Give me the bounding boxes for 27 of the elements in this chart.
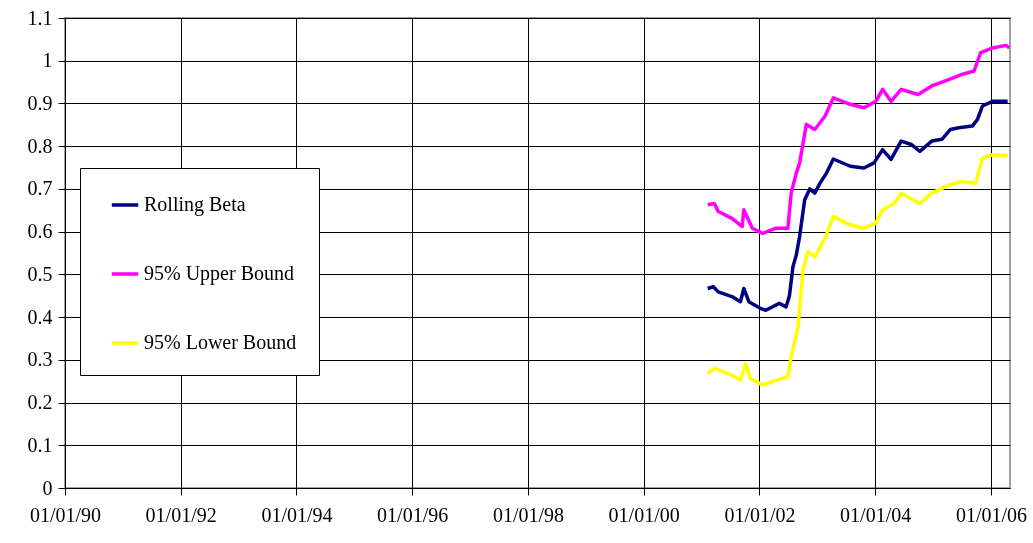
x-tick-label: 01/01/04	[840, 503, 912, 526]
x-tick-label: 01/01/90	[29, 503, 102, 526]
y-tick-label: 0.6	[27, 220, 53, 243]
x-tick-label: 01/01/06	[955, 503, 1028, 526]
y-tick-label: 0.3	[27, 348, 53, 371]
line-series	[705, 152, 1010, 387]
y-tick-label: 1	[42, 49, 53, 72]
x-tick-label: 01/01/92	[145, 503, 217, 526]
x-tick-label: 01/01/98	[492, 503, 565, 526]
y-tick-label: 0.9	[27, 91, 53, 114]
legend-label: 95% Upper Bound	[144, 262, 294, 285]
y-tick-label: 0.7	[27, 177, 53, 200]
x-tick-label: 01/01/00	[608, 503, 680, 526]
y-tick-label: 0.8	[27, 134, 53, 157]
x-tick-label: 01/01/94	[261, 503, 333, 526]
x-tick-label: 01/01/96	[377, 503, 449, 526]
legend-label: Rolling Beta	[144, 193, 246, 216]
y-tick-label: 0	[42, 476, 53, 499]
line-series	[705, 43, 1010, 236]
y-tick-label: 1.1	[27, 6, 53, 29]
y-tick-label: 0.5	[27, 262, 53, 285]
y-tick-label: 0.1	[27, 433, 53, 456]
legend-label: 95% Lower Bound	[144, 331, 297, 353]
y-tick-label: 0.4	[27, 305, 53, 328]
line-series	[705, 99, 1010, 313]
x-tick-label: 01/01/02	[724, 503, 796, 526]
y-tick-label: 0.2	[27, 391, 53, 414]
